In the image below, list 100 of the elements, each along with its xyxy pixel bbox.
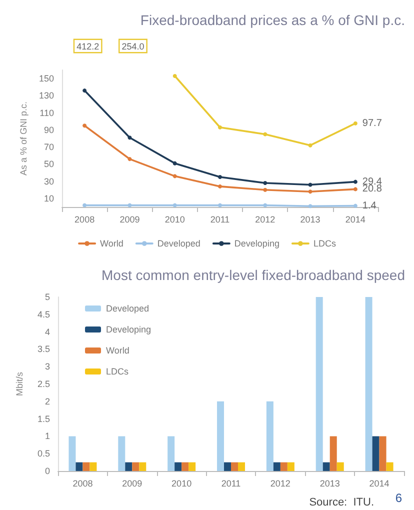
point bbox=[82, 124, 87, 128]
x-tick-label: 2008 bbox=[72, 478, 93, 488]
bar bbox=[330, 436, 337, 471]
bar bbox=[76, 462, 83, 471]
y-tick-label: 10 bbox=[44, 193, 54, 204]
x-tick-label: 2013 bbox=[300, 214, 320, 224]
x-tick-label: 2010 bbox=[172, 478, 192, 488]
point bbox=[308, 143, 312, 148]
bar bbox=[82, 462, 90, 471]
point bbox=[308, 182, 312, 187]
bar bbox=[125, 462, 132, 471]
bar bbox=[336, 462, 344, 471]
bar bbox=[266, 401, 274, 471]
y-axis-title: As a % of GNI p.c. bbox=[18, 101, 28, 176]
point bbox=[128, 157, 132, 162]
text: 412.2 bbox=[76, 42, 100, 52]
bar bbox=[231, 462, 238, 471]
y-tick-label: 4 bbox=[44, 326, 50, 337]
y-tick-label: 1.5 bbox=[37, 414, 50, 424]
point bbox=[172, 74, 177, 78]
y-tick-label: 0 bbox=[44, 466, 50, 476]
y-tick-label: 1 bbox=[44, 431, 50, 442]
legend-label: World bbox=[106, 346, 130, 356]
x-tick-label: 2008 bbox=[74, 214, 95, 224]
point bbox=[308, 204, 312, 208]
bar bbox=[224, 462, 231, 471]
bar bbox=[132, 462, 140, 471]
x-tick-label: 2012 bbox=[255, 214, 276, 224]
bar bbox=[139, 462, 146, 471]
bar bbox=[280, 462, 288, 471]
point bbox=[172, 203, 177, 208]
bar bbox=[372, 436, 380, 471]
y-tick-label: 30 bbox=[44, 176, 54, 186]
bar bbox=[68, 436, 76, 471]
point bbox=[218, 175, 222, 180]
x-tick-label: 2010 bbox=[164, 214, 185, 224]
bar bbox=[168, 436, 175, 471]
chart-title: Fixed-broadband prices as a % of GNI p.c. bbox=[140, 12, 406, 28]
bar bbox=[182, 462, 189, 471]
bar bbox=[322, 462, 330, 471]
legend-label: Developed bbox=[157, 238, 200, 248]
point bbox=[218, 125, 222, 130]
legend-label: World bbox=[100, 238, 124, 248]
bar bbox=[118, 436, 126, 471]
x-tick-label: 2009 bbox=[122, 478, 142, 488]
bar bbox=[90, 462, 97, 471]
point bbox=[263, 188, 268, 192]
legend-label: LDCs bbox=[313, 238, 336, 248]
y-tick-label: 5 bbox=[44, 292, 50, 302]
point bbox=[353, 180, 358, 184]
point bbox=[263, 132, 268, 136]
text: 6 bbox=[395, 491, 402, 505]
point bbox=[308, 190, 312, 194]
x-tick-label: 2009 bbox=[120, 214, 140, 224]
point bbox=[218, 184, 222, 188]
y-tick-label: 110 bbox=[40, 108, 54, 118]
point bbox=[172, 161, 177, 166]
point bbox=[263, 181, 268, 186]
point bbox=[82, 88, 87, 93]
bar bbox=[238, 462, 245, 471]
bar bbox=[316, 297, 323, 471]
point bbox=[263, 203, 268, 208]
bar bbox=[386, 462, 394, 471]
point bbox=[172, 174, 177, 178]
bar bbox=[273, 462, 280, 471]
y-axis-title: Mbit/s bbox=[14, 372, 24, 396]
y-tick-label: 90 bbox=[44, 124, 54, 135]
point bbox=[128, 136, 132, 140]
legend-label: Developing bbox=[234, 238, 280, 248]
y-tick-label: 150 bbox=[38, 74, 54, 84]
legend-label: Developed bbox=[106, 304, 150, 314]
data-label: 1.4 bbox=[362, 200, 377, 212]
x-tick-label: 2011 bbox=[210, 214, 230, 224]
text: 254.0 bbox=[122, 42, 144, 52]
y-tick-label: 130 bbox=[38, 90, 54, 101]
bar bbox=[217, 401, 224, 471]
point bbox=[353, 187, 358, 192]
source-note: Source: ITU. bbox=[309, 496, 374, 508]
data-label: 97.7 bbox=[362, 118, 382, 129]
bar bbox=[174, 462, 182, 471]
legend-label: LDCs bbox=[106, 366, 130, 376]
point bbox=[353, 204, 358, 208]
y-tick-label: 50 bbox=[44, 159, 54, 170]
chart-title: Most common entry-level fixed-broadband speed bbox=[102, 267, 406, 283]
x-tick-label: 2013 bbox=[320, 478, 340, 488]
y-tick-label: 0.5 bbox=[37, 448, 50, 459]
y-tick-label: 2 bbox=[44, 396, 50, 406]
y-tick-label: 3 bbox=[44, 362, 50, 372]
y-tick-label: 3.5 bbox=[37, 344, 50, 354]
y-tick-label: 4.5 bbox=[37, 309, 50, 320]
x-tick-label: 2014 bbox=[369, 478, 390, 488]
data-label: 20.8 bbox=[362, 184, 382, 195]
legend-label: Developing bbox=[106, 324, 152, 334]
y-tick-label: 70 bbox=[44, 142, 54, 152]
bar bbox=[287, 462, 294, 471]
x-tick-label: 2012 bbox=[270, 478, 290, 488]
bar bbox=[365, 297, 372, 471]
bar bbox=[188, 462, 196, 471]
point bbox=[82, 203, 87, 208]
bar bbox=[379, 436, 386, 471]
